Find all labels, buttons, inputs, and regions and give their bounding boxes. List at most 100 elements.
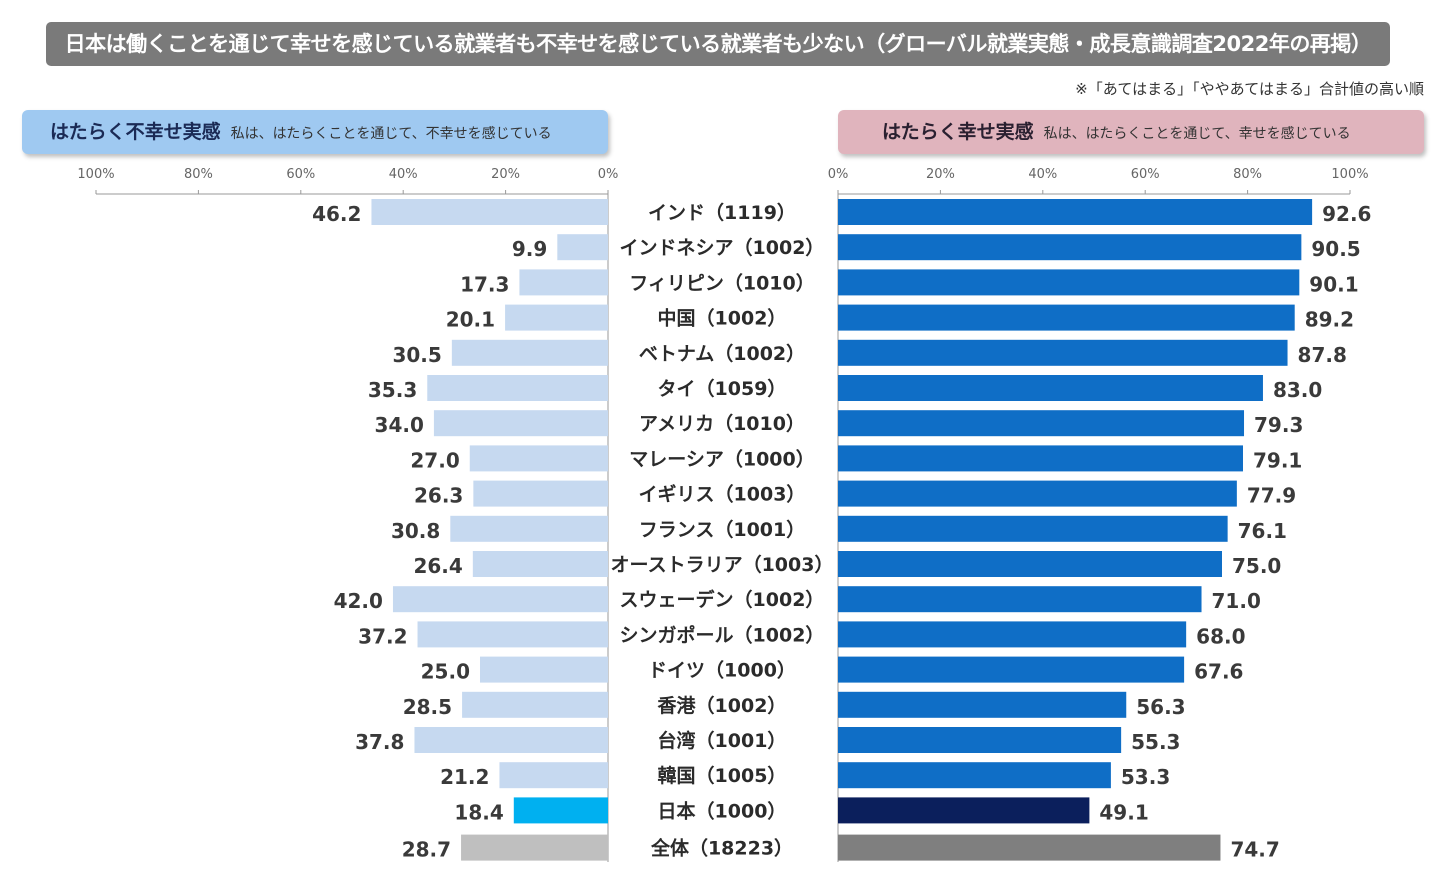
unhappiness-value-label: 9.9 <box>512 237 547 261</box>
happiness-value-label: 89.2 <box>1305 308 1354 332</box>
unhappiness-value-label: 37.2 <box>358 624 407 648</box>
unhappiness-bar <box>414 727 608 753</box>
happiness-bar <box>838 375 1263 401</box>
happiness-bar <box>838 445 1243 472</box>
unhappiness-value-label: 20.1 <box>446 308 495 332</box>
happiness-value-label: 55.3 <box>1131 730 1180 754</box>
country-label: イギリス（1003） <box>639 483 806 506</box>
unhappiness-value-label: 26.4 <box>413 554 462 578</box>
unhappiness-bar <box>371 199 608 225</box>
unhappiness-bar <box>519 269 608 296</box>
unhappiness-bar <box>451 339 608 366</box>
happiness-bar <box>838 551 1222 577</box>
happiness-value-label: 92.6 <box>1322 202 1371 226</box>
happiness-tick-label: 0% <box>828 167 849 182</box>
country-label: 台湾（1001） <box>658 729 787 752</box>
unhappiness-value-label: 28.7 <box>402 838 451 862</box>
unhappiness-panel-header: はたらく不幸せ実感 私は、はたらくことを通じて、不幸せを感じている <box>22 110 608 154</box>
happiness-value-label: 77.9 <box>1247 484 1296 508</box>
page-title-banner: 日本は働くことを通じて幸せを感じている就業者も不幸せを感じている就業者も少ない（… <box>46 22 1390 66</box>
unhappiness-axis: 100% 80% 60% 40% 20% 0% <box>77 167 618 862</box>
happiness-bar <box>838 727 1122 753</box>
unhappiness-bar <box>417 621 608 648</box>
page-title: 日本は働くことを通じて幸せを感じている就業者も不幸せを感じている就業者も少ない（… <box>64 32 1372 56</box>
happiness-value-label: 67.6 <box>1194 660 1243 684</box>
country-label: ドイツ（1000） <box>648 659 796 682</box>
unhappiness-tick-label: 60% <box>286 167 315 182</box>
happiness-bar <box>838 834 1221 861</box>
country-labels: インド（1119） インドネシア（1002） フィリピン（1010） 中国（1002）… <box>611 201 834 860</box>
unhappiness-value-label: 25.0 <box>421 660 470 684</box>
unhappiness-bar <box>505 304 608 331</box>
happiness-bar <box>838 410 1245 437</box>
country-label: タイ（1059） <box>658 377 787 400</box>
happiness-value-label: 79.1 <box>1253 448 1302 472</box>
country-label: 韓国（1005） <box>658 764 787 787</box>
unhappiness-panel-title: はたらく不幸せ実感 <box>50 121 221 143</box>
unhappiness-bar <box>513 797 608 824</box>
happiness-value-label: 90.1 <box>1309 272 1358 296</box>
happiness-tick-label: 60% <box>1131 167 1160 182</box>
unhappiness-bars: 46.2 9.917.3 20.130.5 35.3 34.0 27.0 26.3 30.8 2… <box>312 199 608 862</box>
country-label: インド（1119） <box>648 201 796 224</box>
happiness-bar <box>838 199 1313 225</box>
happiness-panel-subtitle: 私は、はたらくことを通じて、幸せを感じている <box>1043 126 1351 142</box>
unhappiness-bar <box>427 375 608 401</box>
happiness-bar <box>838 797 1090 824</box>
country-label: 日本（1000） <box>658 799 787 822</box>
unhappiness-tick-label: 80% <box>184 167 213 182</box>
country-label: フランス（1001） <box>639 518 806 541</box>
unhappiness-value-label: 30.5 <box>392 343 441 367</box>
unhappiness-value-label: 34.0 <box>375 413 424 437</box>
unhappiness-panel-subtitle: 私は、はたらくことを通じて、不幸せを感じている <box>230 126 552 142</box>
happiness-bar <box>838 269 1300 296</box>
happiness-bar <box>838 515 1228 542</box>
unhappiness-value-label: 26.3 <box>414 484 463 508</box>
unhappiness-bar <box>469 445 608 472</box>
happiness-panel-title: はたらく幸せ実感 <box>882 121 1034 143</box>
country-label: 全体（18223） <box>650 837 793 860</box>
unhappiness-value-label: 46.2 <box>312 202 361 226</box>
happiness-bar <box>838 621 1187 648</box>
happiness-value-label: 68.0 <box>1196 624 1245 648</box>
unhappiness-bar <box>433 410 608 437</box>
happiness-value-label: 49.1 <box>1099 800 1148 824</box>
happiness-value-label: 87.8 <box>1298 343 1347 367</box>
unhappiness-value-label: 21.2 <box>440 765 489 789</box>
happiness-value-label: 71.0 <box>1212 589 1261 613</box>
unhappiness-tick-label: 0% <box>598 167 619 182</box>
unhappiness-tick-label: 100% <box>77 167 114 182</box>
happiness-value-label: 56.3 <box>1136 695 1185 719</box>
happiness-value-label: 75.0 <box>1232 554 1281 578</box>
sort-note: ※「あてはまる」「ややあてはまる」合計値の高い順 <box>1075 80 1424 98</box>
happiness-value-label: 83.0 <box>1273 378 1322 402</box>
country-label: スウェーデン（1002） <box>620 588 825 611</box>
unhappiness-tick-label: 20% <box>491 167 520 182</box>
country-label: マレーシア（1000） <box>629 447 815 470</box>
country-label: ベトナム（1002） <box>639 342 805 365</box>
unhappiness-value-label: 28.5 <box>403 695 452 719</box>
country-label: シンガポール（1002） <box>620 623 825 646</box>
unhappiness-value-label: 18.4 <box>454 800 503 824</box>
unhappiness-tick-label: 40% <box>389 167 418 182</box>
happiness-value-label: 90.5 <box>1311 237 1360 261</box>
country-label: アメリカ（1010） <box>639 412 805 435</box>
unhappiness-bar <box>450 515 608 542</box>
happiness-bar <box>838 480 1237 507</box>
unhappiness-bar <box>473 480 608 507</box>
country-label: インドネシア（1002） <box>620 236 825 259</box>
unhappiness-bar <box>557 234 608 261</box>
unhappiness-value-label: 35.3 <box>368 378 417 402</box>
country-label: フィリピン（1010） <box>629 271 815 294</box>
happiness-panel-header: はたらく幸せ実感 私は、はたらくことを通じて、幸せを感じている <box>838 110 1424 154</box>
happiness-bar <box>838 586 1202 613</box>
happiness-bar <box>838 234 1302 261</box>
country-label: オーストラリア（1003） <box>611 553 834 576</box>
happiness-bar <box>838 656 1185 683</box>
happiness-tick-label: 20% <box>926 167 955 182</box>
happiness-tick-label: 100% <box>1331 167 1368 182</box>
happiness-value-label: 53.3 <box>1121 765 1170 789</box>
happiness-axis: 0% 20% 40% 60% 80% 100% <box>828 167 1369 862</box>
country-label: 中国（1002） <box>658 307 787 330</box>
unhappiness-bar <box>462 691 608 718</box>
